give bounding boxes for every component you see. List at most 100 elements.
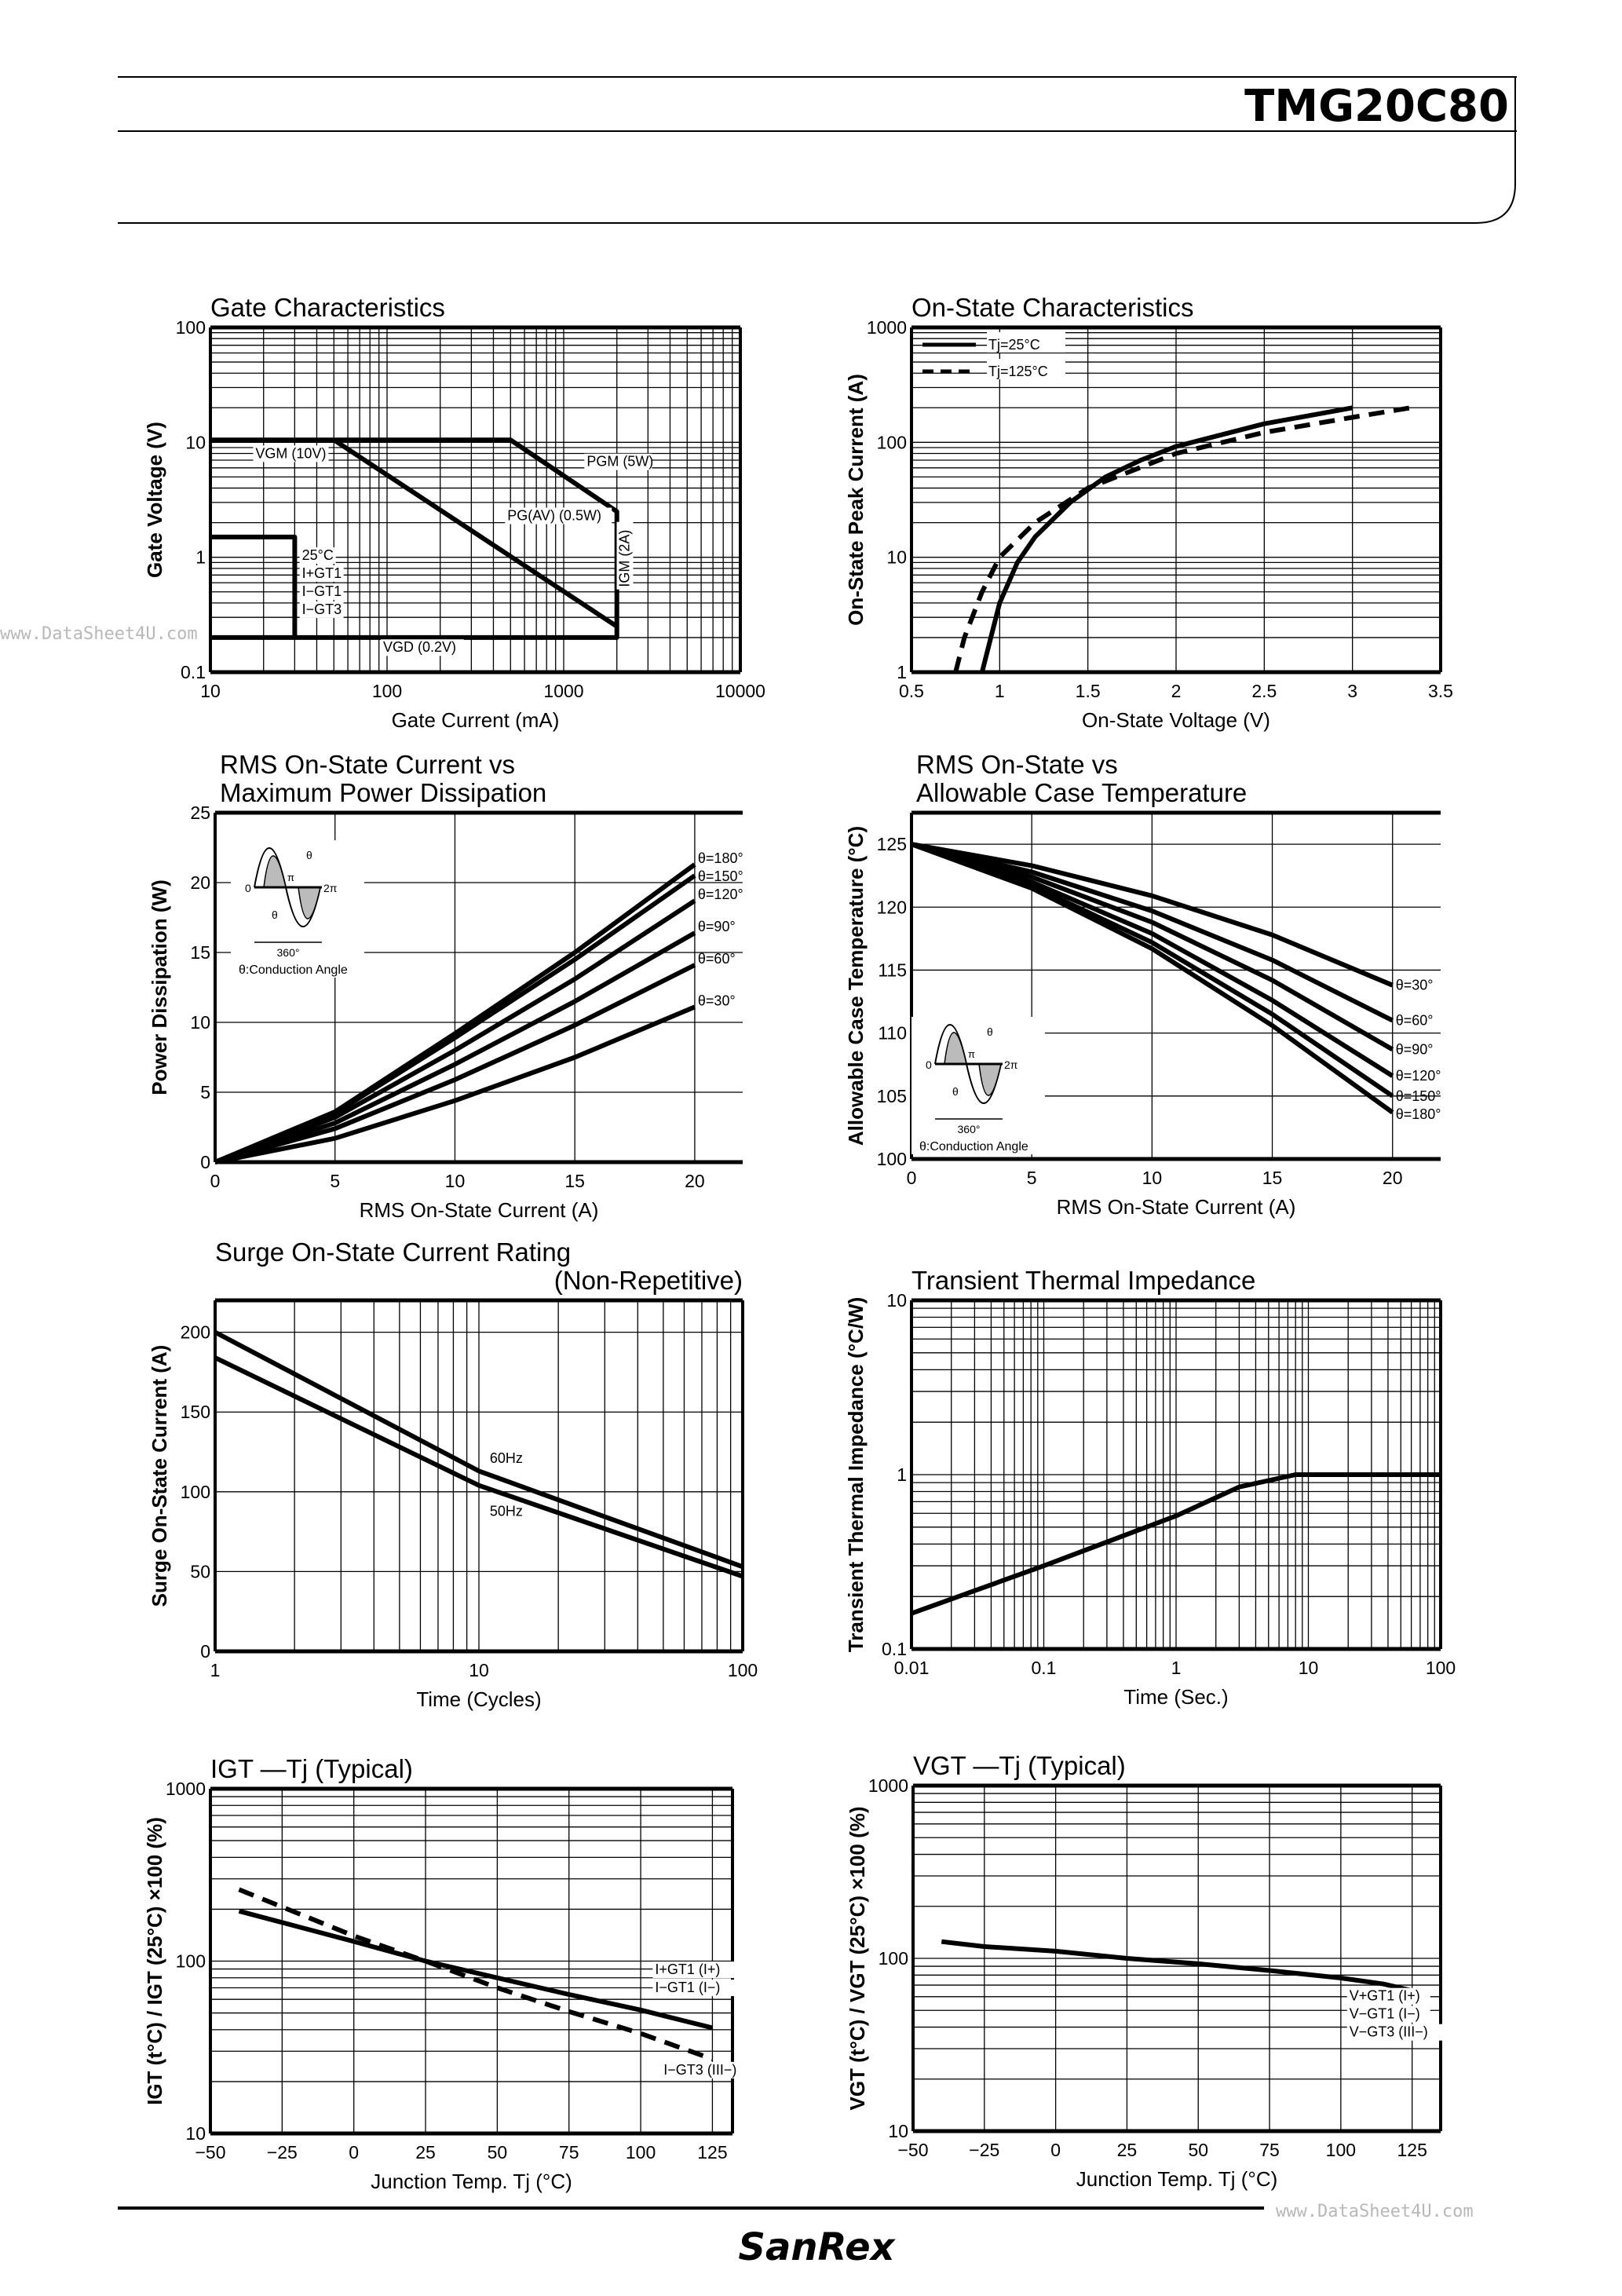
x-tick-label: 10 (200, 681, 221, 701)
y-tick-label: 10 (888, 2121, 908, 2141)
x-axis-label: RMS On-State Current (A) (1057, 1195, 1296, 1219)
x-tick-label: 15 (1262, 1168, 1283, 1188)
x-tick-label: 100 (626, 2142, 656, 2163)
inset-caption: θ:Conduction Angle (919, 1140, 1028, 1153)
series-line (911, 842, 1394, 988)
series-label: θ=120° (698, 887, 743, 902)
gate-characteristics-chart: Gate Characteristics 10 100 1000 10000 0.1 1 10… (143, 293, 765, 732)
x-tick-label: 10000 (715, 681, 765, 701)
y-tick-label: 1 (897, 1464, 907, 1485)
x-tick-label: −25 (267, 2142, 298, 2163)
conduction-area-negative (298, 887, 321, 919)
y-axis-label: Allowable Case Temperature (°C) (844, 826, 868, 1146)
annotation-label: 25°C (302, 547, 334, 563)
annotation-label: I−GT3 (III−) (663, 2062, 736, 2078)
chart-title: Surge On-State Current Rating (215, 1238, 571, 1267)
annotation-bg (584, 453, 652, 470)
y-tick-label: 110 (878, 1023, 907, 1044)
watermark-bottom: www.DataSheet4U.com (1276, 2202, 1474, 2221)
x-tick-label: 0 (1050, 2140, 1061, 2160)
x-axis-label: On-State Voltage (V) (1082, 708, 1270, 732)
series-line (332, 437, 619, 629)
y-axis-label: On-State Peak Current (A) (844, 374, 868, 626)
series-line (210, 534, 298, 638)
series-line (910, 1472, 1441, 1616)
annotation-label: I−GT3 (302, 601, 342, 617)
inset-pi: π (968, 1048, 975, 1060)
x-tick-label: 20 (685, 1171, 705, 1191)
y-tick-label: 10 (190, 1012, 210, 1033)
annotation-bg (652, 1961, 736, 1979)
surge-current-chart: Surge On-State Current Rating(Non-Repeti… (148, 1238, 758, 1711)
series-line (214, 1329, 744, 1570)
y-tick-label: 100 (879, 1948, 908, 1969)
annotation-label: V+GT1 (I+) (1350, 1988, 1420, 2004)
y-tick-label: 100 (181, 1482, 210, 1502)
series-label: θ=60° (698, 951, 736, 967)
annotation-label: IGM (2A) (616, 530, 632, 587)
page-header: TMG20C80 (118, 76, 1517, 224)
x-tick-label: 15 (564, 1171, 585, 1191)
inset-theta: θ (306, 849, 312, 861)
x-tick-label: 25 (415, 2142, 436, 2163)
annotation-bg (299, 547, 336, 564)
annotation-label: I+GT1 (302, 565, 342, 581)
y-tick-label: 1 (897, 662, 907, 682)
inset-period: 360° (958, 1123, 981, 1135)
series-line (214, 930, 696, 1164)
inset-zero: 0 (245, 882, 251, 894)
inset-two-pi: 2π (323, 882, 338, 894)
series-label: θ=150° (1396, 1088, 1441, 1104)
y-tick-label: 0.1 (181, 662, 206, 682)
chart-title: Allowable Case Temperature (916, 778, 1247, 807)
inset-bg (911, 1017, 1045, 1154)
x-tick-label: −50 (195, 2142, 225, 2163)
annotation-label: I−GT1 (302, 583, 342, 599)
x-axis-label: Junction Temp. Tj (°C) (1076, 2167, 1278, 2191)
inset-period: 360° (277, 946, 300, 959)
y-tick-label: 120 (877, 897, 907, 917)
y-tick-label: 10 (185, 432, 206, 452)
x-tick-label: 2.5 (1251, 681, 1277, 701)
annotation-bg (1346, 2005, 1430, 2023)
chart-title: (Non-Repetitive) (554, 1266, 743, 1295)
x-tick-label: 50 (1188, 2140, 1208, 2160)
x-tick-label: 10 (1142, 1168, 1163, 1188)
chart-title: VGT —Tj (Typical) (913, 1751, 1126, 1780)
y-tick-label: 0 (200, 1152, 210, 1172)
conduction-area-positive (263, 855, 287, 888)
legend-bg (987, 332, 1065, 353)
y-axis-label: Transient Thermal Impedance (°C/W) (844, 1297, 868, 1653)
annotation-bg (299, 583, 344, 600)
y-tick-label: 200 (181, 1322, 210, 1343)
inset-zero: 0 (926, 1058, 932, 1071)
series-line (214, 1355, 743, 1579)
x-tick-label: 125 (697, 2142, 727, 2163)
series-label: θ=180° (1396, 1106, 1441, 1122)
x-tick-label: 1.5 (1076, 681, 1101, 701)
chart-title: Gate Characteristics (210, 293, 445, 322)
grid (214, 1300, 743, 1652)
annotation-label: PG(AV) (0.5W) (507, 508, 601, 524)
annotation-bg (1346, 1987, 1430, 2005)
y-tick-label: 10 (886, 547, 907, 568)
series-label: θ=30° (1396, 978, 1434, 993)
annotation-bg (487, 1450, 524, 1468)
x-tick-label: 100 (728, 1660, 758, 1680)
y-tick-label: 10 (886, 1290, 907, 1311)
annotation-label: V−GT3 (III−) (1350, 2024, 1428, 2040)
annotation-label: V−GT1 (I−) (1350, 2006, 1420, 2022)
series-line (911, 842, 1394, 1052)
grid (912, 1785, 1441, 2132)
chart-title: RMS On-State vs (916, 750, 1118, 779)
series-line (214, 1004, 696, 1164)
x-tick-label: 5 (1027, 1168, 1037, 1188)
x-tick-label: 1 (1171, 1658, 1182, 1678)
series-line (953, 405, 1412, 673)
y-tick-label: 100 (877, 1149, 907, 1169)
y-axis-label: Gate Voltage (V) (143, 422, 166, 578)
inset-two-pi: 2π (1004, 1058, 1018, 1071)
header-rule-bottom (118, 77, 1516, 224)
